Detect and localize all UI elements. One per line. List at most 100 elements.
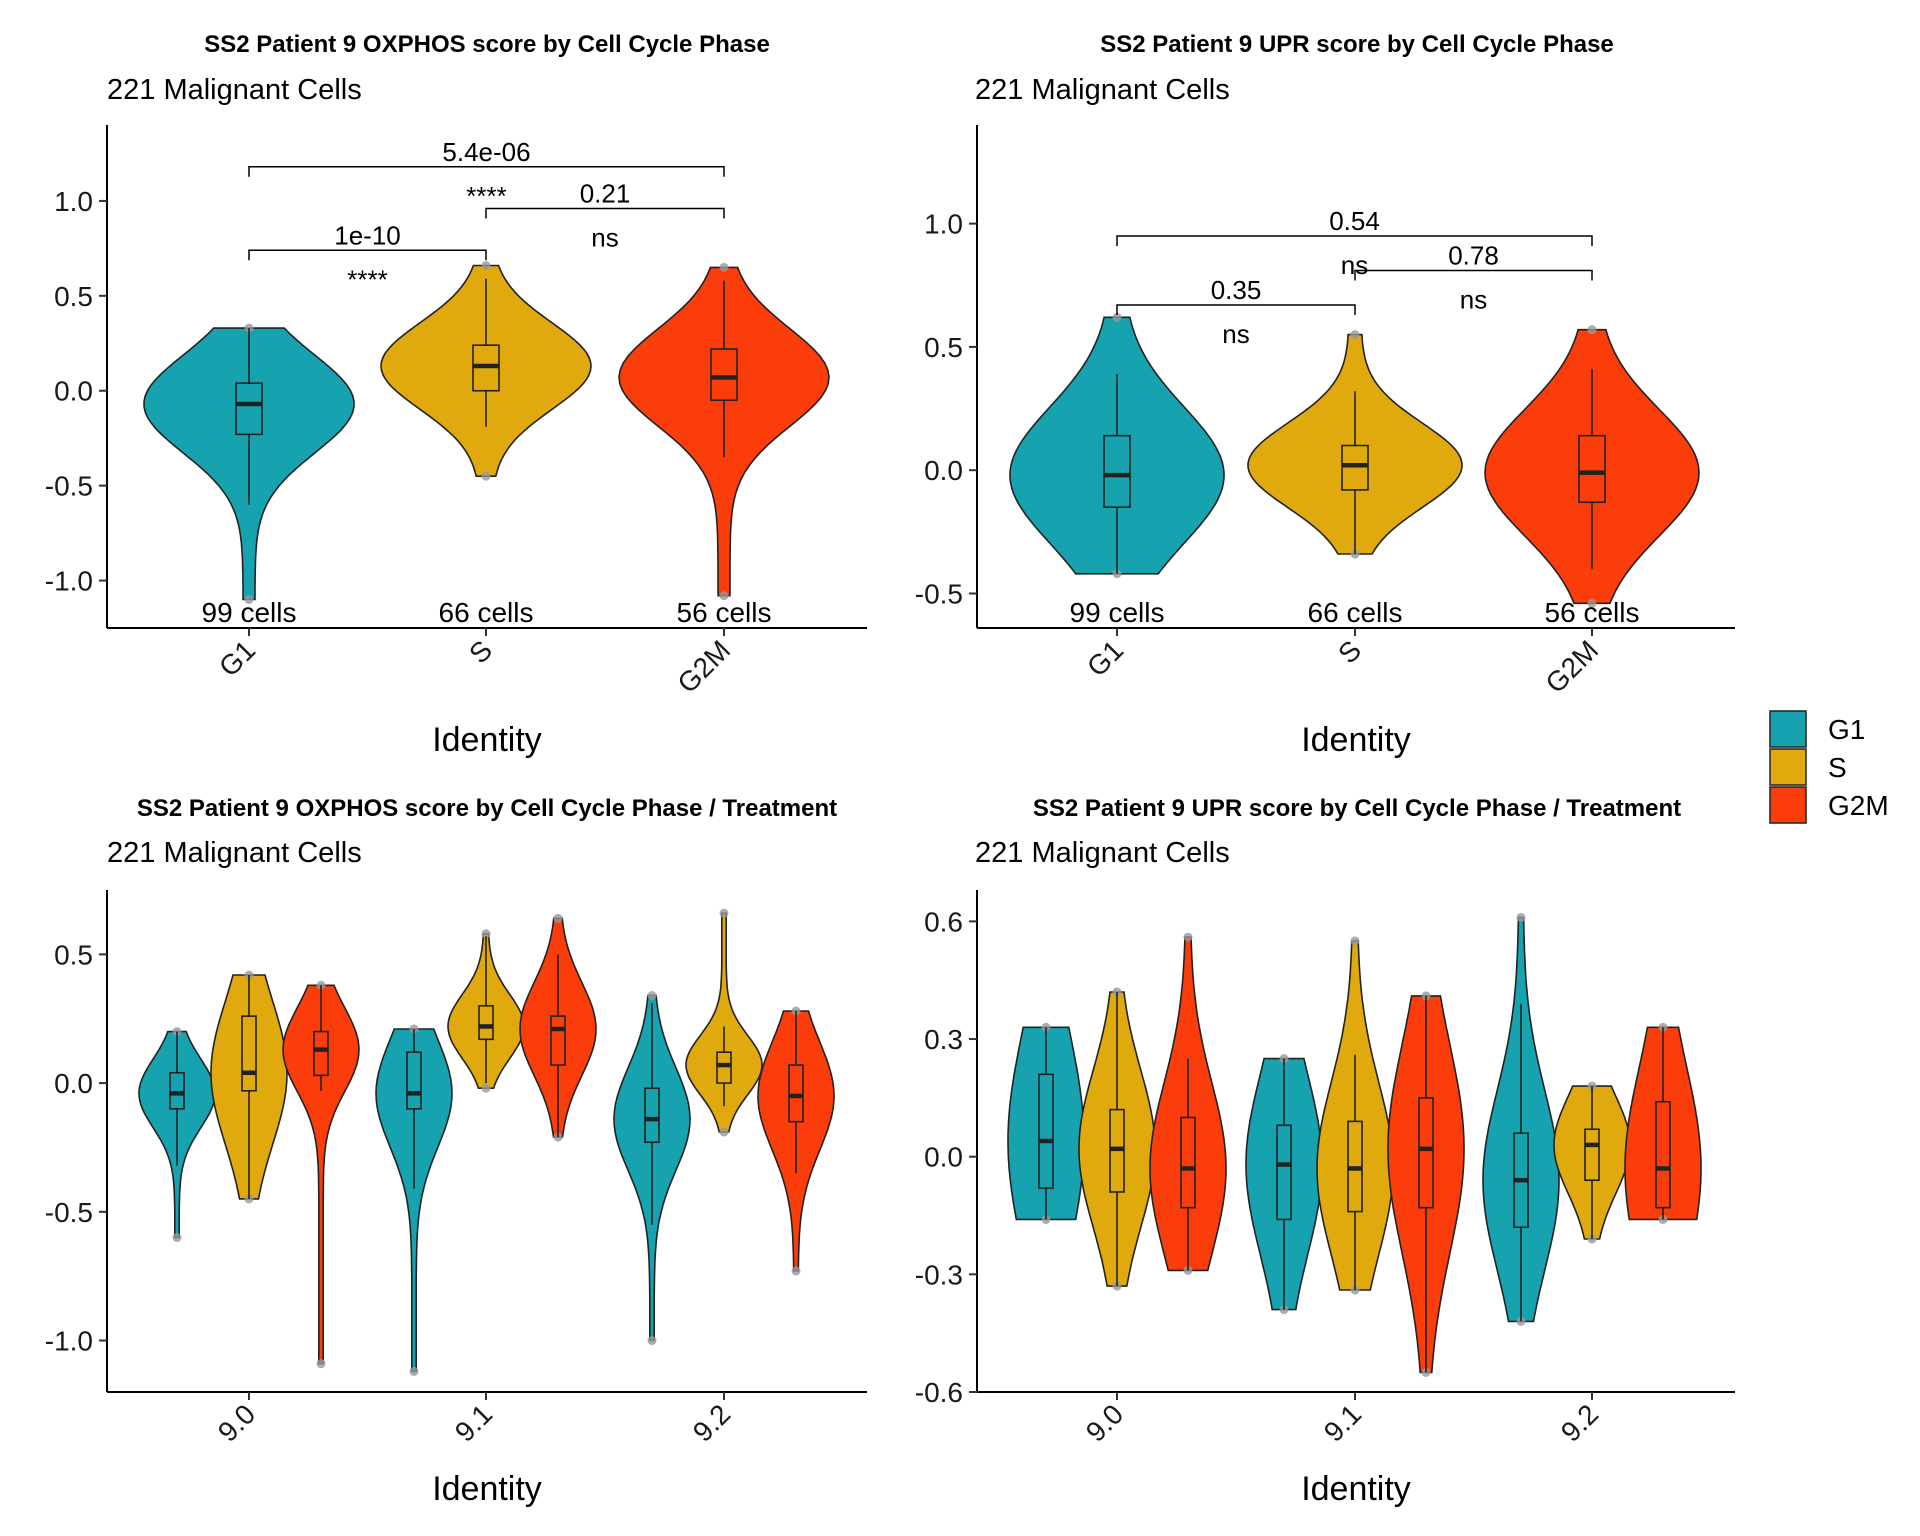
x-tick-label: S [1332,634,1367,669]
y-tick-label: 0.6 [924,906,963,937]
y-tick-label: 0.5 [924,332,963,363]
violin-G2M-box [710,348,738,402]
violin-S-box [1341,444,1369,491]
significance-label: ns [591,223,618,253]
y-tick-label: 0.3 [924,1024,963,1055]
violin-9.2-S-box [716,1051,732,1084]
x-axis-title: Identity [432,1470,542,1508]
x-tick-label: G2M [671,634,736,699]
violin-9.2-S-box [1584,1128,1600,1182]
violin-9.1-S-outlier-high [1350,936,1360,946]
comparison-bracket: 0.54 ns [1116,206,1593,280]
y-tick-label: 0.0 [924,1142,963,1173]
violin-S-outlier-low [481,471,491,481]
legend-swatch-G1 [1769,710,1807,748]
violin-9.2-G1-outlier-high [1516,912,1526,922]
x-axis-title: Identity [1301,1470,1411,1508]
chart-title: SS2 Patient 9 UPR score by Cell Cycle Ph… [1100,31,1614,58]
violin-9.1-G2M-outlier-high [553,913,563,923]
cell-count-label: 66 cells [1308,597,1403,628]
y-tick-label: -0.5 [45,471,93,502]
y-tick-label: 0.0 [54,1068,93,1099]
cell-count-label: 66 cells [439,597,534,628]
cell-count-label: 56 cells [677,597,772,628]
x-axis-title: Identity [1301,721,1411,759]
violin-9.2-G2M-box [1655,1100,1671,1209]
violin-9.1-G1-box [1276,1124,1292,1221]
bracket-line [1116,235,1593,246]
significance-label: ns [1341,250,1368,280]
chart-title: SS2 Patient 9 OXPHOS score by Cell Cycle… [137,795,837,822]
p-value-label: 0.54 [1329,206,1380,236]
chart-subtitle: 221 Malignant Cells [975,74,1230,106]
p-value-label: 0.78 [1448,240,1499,270]
y-tick-label: 1.0 [54,186,93,217]
violin-G1-outlier-high [1112,312,1122,322]
legend: G1 S G2M [1769,710,1889,824]
x-tick-label: 9.1 [1318,1398,1367,1447]
comparison-bracket: 0.35 ns [1116,275,1356,349]
x-tick-label: 9.0 [1080,1398,1129,1447]
panel-3: SS2 Patient 9 OXPHOS score by Cell Cycle… [45,795,867,1508]
bracket-line [1116,304,1356,315]
bracket-line [248,166,725,177]
bracket-line [485,207,725,219]
violin-G1-box [235,382,263,436]
p-value-label: 5.4e-06 [442,137,530,167]
cell-count-label: 56 cells [1545,597,1640,628]
violin-9.2-S-outlier-low [719,1127,729,1137]
violin-S-outlier-high [481,260,491,270]
y-tick-label: 1.0 [924,209,963,240]
violin-9.0-G2M-outlier-low [316,1359,326,1369]
comparison-bracket: 5.4e-06 **** [248,137,725,211]
violin-9.2-G1-box [644,1087,660,1144]
bracket-line [248,249,487,261]
panel-4: SS2 Patient 9 UPR score by Cell Cycle Ph… [915,795,1735,1508]
y-tick-label: 0.5 [54,939,93,970]
violin-9.2-G1-outlier-low [647,1336,657,1346]
y-tick-label: 0.0 [924,455,963,486]
x-tick-label: G1 [1081,634,1129,682]
violin-9.0-G2M-box [1180,1116,1196,1209]
violin-G2M-outlier-low [1587,598,1597,608]
x-axis-title: Identity [432,721,542,759]
y-tick-label: -0.5 [915,578,963,609]
violin-G2M-outlier-high [719,262,729,272]
y-tick-label: 0.5 [54,281,93,312]
violin-9.1-G1-outlier-low [409,1366,419,1376]
legend-swatch-G2M [1769,786,1807,824]
legend-swatch-S [1769,748,1807,786]
x-tick-label: 9.2 [1555,1398,1604,1447]
y-tick-label: -0.6 [915,1377,963,1408]
violin-9.0-G1-box [169,1071,185,1110]
panel-1: SS2 Patient 9 OXPHOS score by Cell Cycle… [45,31,867,759]
x-tick-label: 9.2 [687,1398,736,1447]
violin-9.1-G1-box [406,1051,422,1110]
x-tick-label: S [463,634,498,669]
violin-9.1-G2M-box [1418,1097,1434,1209]
chart-title: SS2 Patient 9 OXPHOS score by Cell Cycle… [204,31,770,58]
y-tick-label: -1.0 [45,1326,93,1357]
legend-label-G2M: G2M [1828,790,1889,821]
chart-subtitle: 221 Malignant Cells [107,837,362,869]
comparison-bracket: 0.78 ns [1354,240,1593,314]
violin-9.0-S-box [241,1015,257,1092]
violin-9.0-G2M-box [313,1030,329,1077]
x-tick-label: G1 [213,634,261,682]
significance-label: **** [347,264,387,294]
violin-9.1-G2M-box [550,1015,566,1066]
violin-9.1-G1-violin [375,1028,453,1373]
significance-label: ns [1460,284,1487,314]
violin-9.0-G2M-violin [282,984,360,1365]
significance-label: **** [466,181,506,211]
significance-label: ns [1222,319,1249,349]
p-value-label: 1e-10 [334,220,401,250]
p-value-label: 0.35 [1211,275,1262,305]
legend-label-S: S [1828,752,1847,783]
y-tick-label: 0.0 [54,376,93,407]
violin-9.0-G2M-outlier-high [1183,932,1193,942]
violin-G2M-outlier-high [1587,325,1597,335]
comparison-bracket: 1e-10 **** [248,220,487,294]
violin-9.2-G1-outlier-high [647,991,657,1001]
violin-9.0-G1-outlier-low [172,1233,182,1243]
